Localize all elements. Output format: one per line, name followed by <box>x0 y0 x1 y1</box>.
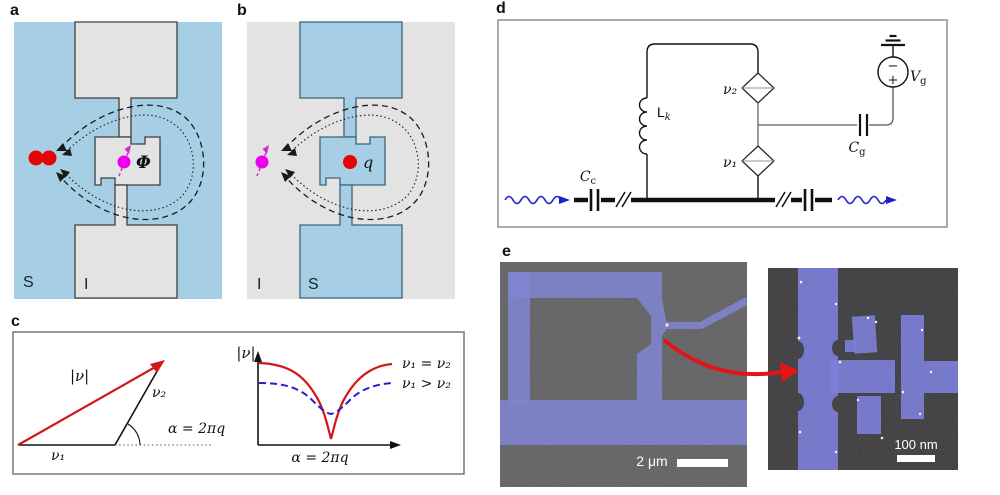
gate-wire-corner <box>869 87 894 126</box>
constriction-highlight <box>665 323 669 327</box>
panel-e-letter: e <box>502 243 511 260</box>
plot-xlabel: α = 2πq <box>291 450 348 466</box>
nu2-vector <box>114 365 161 446</box>
sem-grain-texture <box>768 268 958 470</box>
panel-b-region-i: I <box>257 276 261 293</box>
zoom-arrowhead-icon <box>780 362 799 382</box>
scale-bar-label-right: 100 nm <box>894 437 937 452</box>
panel-a-region-i: I <box>84 276 88 293</box>
gate-cap-label: Cg <box>848 140 866 158</box>
gate-voltage-label: Vg <box>910 69 927 87</box>
panel-d-letter: d <box>496 0 506 17</box>
angle-label: α = 2πq <box>168 421 225 437</box>
magnitude-label: |ν| <box>70 367 89 385</box>
junction-nu1-label: ν₁ <box>723 155 737 171</box>
inductor-coil-icon <box>638 97 648 155</box>
nu2-label: ν₂ <box>152 385 167 401</box>
panel-b-letter: b <box>237 2 247 19</box>
kinetic-inductor: Lk <box>638 43 759 200</box>
ground-icon <box>881 34 905 47</box>
panel-d: d Cc <box>496 0 948 228</box>
charge-dot <box>343 155 357 169</box>
flux-label: Φ <box>136 153 151 173</box>
panel-c-letter: c <box>11 313 20 330</box>
panel-c: c ν₁ ν₂ |ν| α = 2πq |ν| α = 2πq ν₁ = ν₂ <box>11 313 465 475</box>
zoom-arrow <box>662 338 799 382</box>
microwave-in-wave-icon <box>504 195 562 205</box>
inductor-label: Lk <box>657 104 671 123</box>
junction-nu2: ν₂ <box>723 72 775 104</box>
curve-unequal-couplings <box>258 382 393 416</box>
cooper-pair-dot-right <box>41 150 57 166</box>
spin-dot <box>255 155 269 169</box>
line-break-slash <box>775 191 786 208</box>
panel-e: e 2 μm <box>500 243 958 487</box>
cooper-pair-dot-left <box>28 150 44 166</box>
line-break-slash <box>615 191 626 208</box>
curve-equal-couplings <box>258 361 393 440</box>
scale-bar-label-left: 2 μm <box>636 453 667 469</box>
line-break-slash <box>621 191 632 208</box>
legend-equal: ν₁ = ν₂ <box>402 356 451 372</box>
panel-b: b q I S <box>237 2 455 299</box>
line-break-slash <box>781 191 792 208</box>
microwave-out-arrowhead-icon <box>886 196 897 204</box>
sem-overview-micrograph: 2 μm <box>500 262 747 487</box>
panel-c-box <box>12 331 465 475</box>
scale-bar-right <box>897 455 935 462</box>
coupling-cap-label: Cc <box>580 169 597 187</box>
panel-a: a Φ S I <box>10 2 222 299</box>
microwave-signals <box>504 195 887 205</box>
junction-nu2-label: ν₂ <box>723 82 738 98</box>
resultant-vector <box>17 365 158 446</box>
sem-grain-texture <box>500 262 747 487</box>
sem-zoom-micrograph: 100 nm <box>768 268 958 470</box>
magnitude-plot: |ν| α = 2πq ν₁ = ν₂ ν₁ > ν₂ <box>236 344 451 466</box>
charge-label: q <box>363 153 373 172</box>
nu1-label: ν₁ <box>51 448 65 464</box>
vector-diagram: ν₁ ν₂ |ν| α = 2πq <box>17 360 225 464</box>
microwave-in-arrowhead-icon <box>559 196 570 204</box>
panel-d-box <box>497 19 948 228</box>
angle-arc <box>127 423 141 446</box>
plot-ylabel: |ν| <box>236 344 255 362</box>
legend-unequal: ν₁ > ν₂ <box>402 376 451 392</box>
voltage-source-minus: − <box>888 59 899 74</box>
scale-bar-left <box>677 459 728 467</box>
voltage-source-plus: + <box>888 73 899 88</box>
panel-b-region-s: S <box>308 276 319 293</box>
resultant-arrowhead-icon <box>150 360 165 373</box>
gate-branch: Cg − + Vg <box>758 34 927 158</box>
panel-a-region-s: S <box>23 274 34 291</box>
transmission-line <box>574 189 832 211</box>
spin-dot <box>117 155 131 169</box>
x-axis-arrowhead-icon <box>390 441 401 449</box>
microwave-out-wave-icon <box>837 195 887 205</box>
y-axis-arrowhead-icon <box>254 351 262 362</box>
panel-a-letter: a <box>10 2 19 19</box>
